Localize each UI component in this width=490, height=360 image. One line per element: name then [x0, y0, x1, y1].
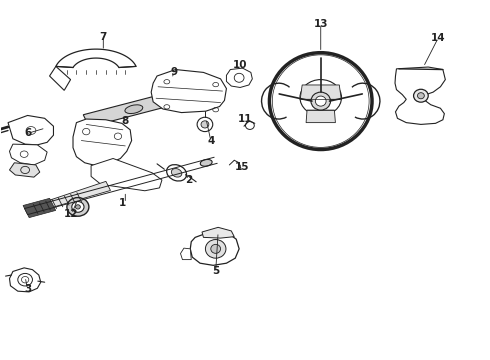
Polygon shape	[24, 181, 110, 215]
Text: 13: 13	[314, 19, 328, 29]
Ellipse shape	[211, 244, 220, 253]
Text: 1: 1	[119, 198, 126, 208]
Ellipse shape	[300, 80, 342, 116]
Polygon shape	[83, 95, 165, 127]
Ellipse shape	[270, 53, 372, 149]
Text: 14: 14	[431, 33, 445, 43]
Text: 5: 5	[212, 266, 220, 276]
Ellipse shape	[205, 239, 226, 258]
Text: 11: 11	[238, 114, 252, 124]
Polygon shape	[91, 158, 162, 191]
Ellipse shape	[201, 121, 209, 128]
Ellipse shape	[75, 205, 80, 209]
Polygon shape	[9, 268, 41, 292]
Polygon shape	[151, 69, 226, 113]
Ellipse shape	[414, 89, 428, 102]
Text: 7: 7	[99, 32, 107, 41]
Text: 10: 10	[233, 60, 247, 70]
Polygon shape	[190, 232, 239, 265]
Polygon shape	[56, 49, 136, 68]
Polygon shape	[49, 66, 71, 90]
Ellipse shape	[316, 96, 326, 106]
Ellipse shape	[417, 93, 424, 99]
Polygon shape	[23, 198, 56, 217]
Text: 3: 3	[24, 284, 31, 294]
Ellipse shape	[67, 198, 89, 216]
Ellipse shape	[167, 165, 187, 181]
Polygon shape	[9, 144, 47, 165]
Text: 6: 6	[24, 129, 31, 138]
Polygon shape	[202, 227, 234, 238]
Text: 15: 15	[235, 162, 250, 172]
Ellipse shape	[200, 159, 212, 166]
Polygon shape	[8, 116, 53, 145]
Polygon shape	[9, 163, 40, 177]
Ellipse shape	[72, 202, 84, 212]
Ellipse shape	[172, 168, 182, 177]
Polygon shape	[306, 110, 335, 123]
Polygon shape	[180, 248, 191, 260]
Text: 9: 9	[171, 67, 178, 77]
Text: 12: 12	[64, 209, 79, 219]
Text: 2: 2	[185, 175, 193, 185]
Polygon shape	[226, 68, 252, 87]
Polygon shape	[395, 67, 445, 125]
Ellipse shape	[197, 117, 213, 132]
Text: 8: 8	[122, 116, 129, 126]
Polygon shape	[73, 119, 132, 166]
Ellipse shape	[245, 122, 254, 130]
Polygon shape	[300, 85, 341, 99]
Text: 4: 4	[207, 136, 215, 145]
Ellipse shape	[311, 92, 331, 110]
Ellipse shape	[125, 105, 143, 113]
